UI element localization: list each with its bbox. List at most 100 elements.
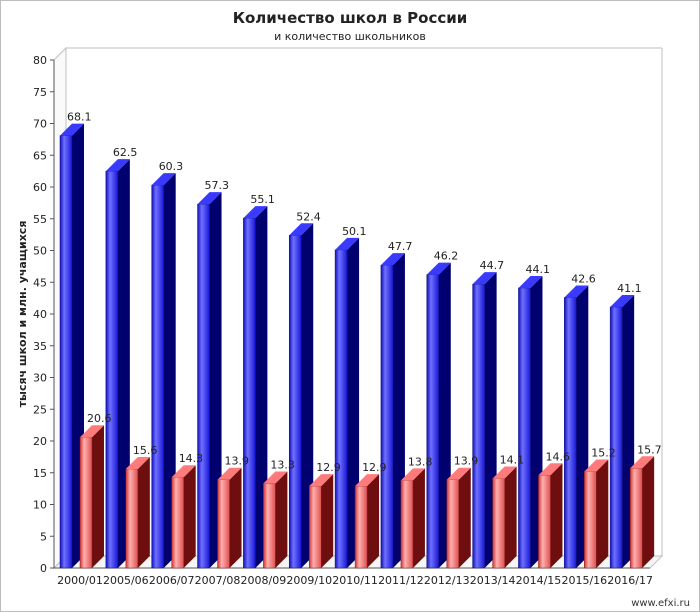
bar-2012/13-series2 <box>446 467 471 569</box>
y-tick-label: 5 <box>40 530 47 543</box>
bar-top <box>380 253 405 266</box>
bar-top <box>610 295 635 308</box>
x-tick-label: 2015/16 <box>561 574 607 587</box>
bar-2000/01-series2 <box>79 425 104 569</box>
y-axis-ticks: 0 5 10 15 20 25 30 35 40 45 50 55 60 65 70 75 80 <box>33 54 54 575</box>
y-tick-label: 65 <box>33 149 47 162</box>
bar-value-label: 68.1 <box>67 111 92 124</box>
bar-front <box>217 479 230 569</box>
bar-front <box>609 306 623 569</box>
bar-value-label: 14.1 <box>500 453 524 466</box>
x-tick-label: 2014/15 <box>516 574 562 587</box>
x-tick-label: 2005/06 <box>103 574 149 587</box>
y-tick-label: 10 <box>33 499 47 512</box>
bar-side <box>412 468 425 568</box>
bar-value-label: 50.1 <box>342 225 367 238</box>
bar-side <box>183 465 196 568</box>
bar-top <box>426 262 451 275</box>
bar-top <box>263 471 288 484</box>
bar-2016/17-series1 <box>609 295 635 569</box>
bar-front <box>426 274 440 569</box>
bar-side <box>117 159 130 568</box>
bar-front <box>472 283 485 569</box>
bar-side <box>137 456 150 568</box>
bar-2010/11-series2 <box>354 474 380 569</box>
bar-value-label: 42.6 <box>571 272 596 285</box>
bar-top <box>564 285 589 298</box>
y-tick-label: 30 <box>33 372 47 385</box>
bar-2009/10-series1 <box>288 223 314 569</box>
y-tick-label: 40 <box>33 308 47 321</box>
x-tick-label: 2011/12 <box>378 574 424 587</box>
bar-value-label: 60.3 <box>159 160 184 173</box>
bar-top <box>400 468 425 481</box>
bar-2016/17-series2 <box>629 456 655 569</box>
bar-front <box>538 475 551 569</box>
bar-side <box>642 456 655 568</box>
bar-top <box>518 275 543 288</box>
bar-2000/01-series1 <box>59 123 84 569</box>
bar-2008/09-series1 <box>243 206 268 569</box>
bar-value-label: 13.9 <box>454 455 479 468</box>
bar-2015/16-series2 <box>584 459 609 569</box>
bar-2005/06-series1 <box>105 159 130 569</box>
bar-front <box>584 471 597 569</box>
bar-2013/14-series2 <box>492 466 517 569</box>
x-tick-label: 2000/01 <box>57 574 103 587</box>
bar-front <box>79 436 93 569</box>
bar-top <box>335 237 360 250</box>
y-tick-label: 70 <box>33 118 47 131</box>
x-tick-label: 2006/07 <box>149 574 195 587</box>
y-tick-label: 25 <box>33 403 47 416</box>
bar-top <box>105 159 130 172</box>
bar-top <box>171 465 196 478</box>
y-tick-label: 15 <box>33 467 47 480</box>
bar-value-label: 46.2 <box>434 250 459 263</box>
bar-value-label: 57.3 <box>205 179 230 192</box>
y-tick-label: 35 <box>33 340 47 353</box>
y-tick-label: 0 <box>40 562 47 575</box>
bar-front <box>564 297 577 569</box>
bar-top <box>80 425 104 438</box>
source-label: www.efxi.ru <box>631 598 690 609</box>
bar-top <box>309 474 334 487</box>
bar-top <box>197 192 222 205</box>
bar-value-label: 62.5 <box>113 146 138 159</box>
bar-top <box>472 272 497 285</box>
bar-front <box>380 264 394 569</box>
bar-front <box>243 217 256 569</box>
bar-value-label: 15.2 <box>591 446 616 459</box>
x-tick-label: 2010/11 <box>332 574 378 587</box>
bar-side <box>458 467 471 568</box>
bar-side <box>255 206 268 569</box>
bar-front <box>354 485 368 569</box>
bar-front <box>125 468 139 569</box>
x-tick-label: 2007/08 <box>195 574 241 587</box>
x-tick-label: 2013/14 <box>470 574 516 587</box>
bar-side <box>229 467 242 568</box>
bar-front <box>400 480 414 569</box>
bar-front <box>171 476 184 569</box>
bar-top <box>243 206 268 219</box>
bar-top <box>125 456 150 469</box>
bars-group <box>59 123 655 569</box>
bar-side <box>321 474 334 568</box>
bar-top <box>630 456 655 469</box>
bar-2009/10-series2 <box>308 474 334 569</box>
bar-value-label: 12.9 <box>316 461 341 474</box>
bar-value-label: 55.1 <box>250 193 275 206</box>
bar-front <box>446 479 460 569</box>
bar-value-label: 47.7 <box>388 240 413 253</box>
bar-value-label: 41.1 <box>617 282 642 295</box>
y-tick-label: 80 <box>33 54 47 67</box>
bar-side <box>550 463 563 568</box>
bar-value-label: 52.4 <box>296 210 321 223</box>
bar-side <box>367 474 380 568</box>
bar-front <box>518 287 531 569</box>
bar-top <box>151 173 176 186</box>
bar-value-label: 15.7 <box>637 443 662 456</box>
bar-front <box>308 485 322 569</box>
bar-2011/12-series2 <box>400 468 425 569</box>
bar-side <box>275 471 288 568</box>
